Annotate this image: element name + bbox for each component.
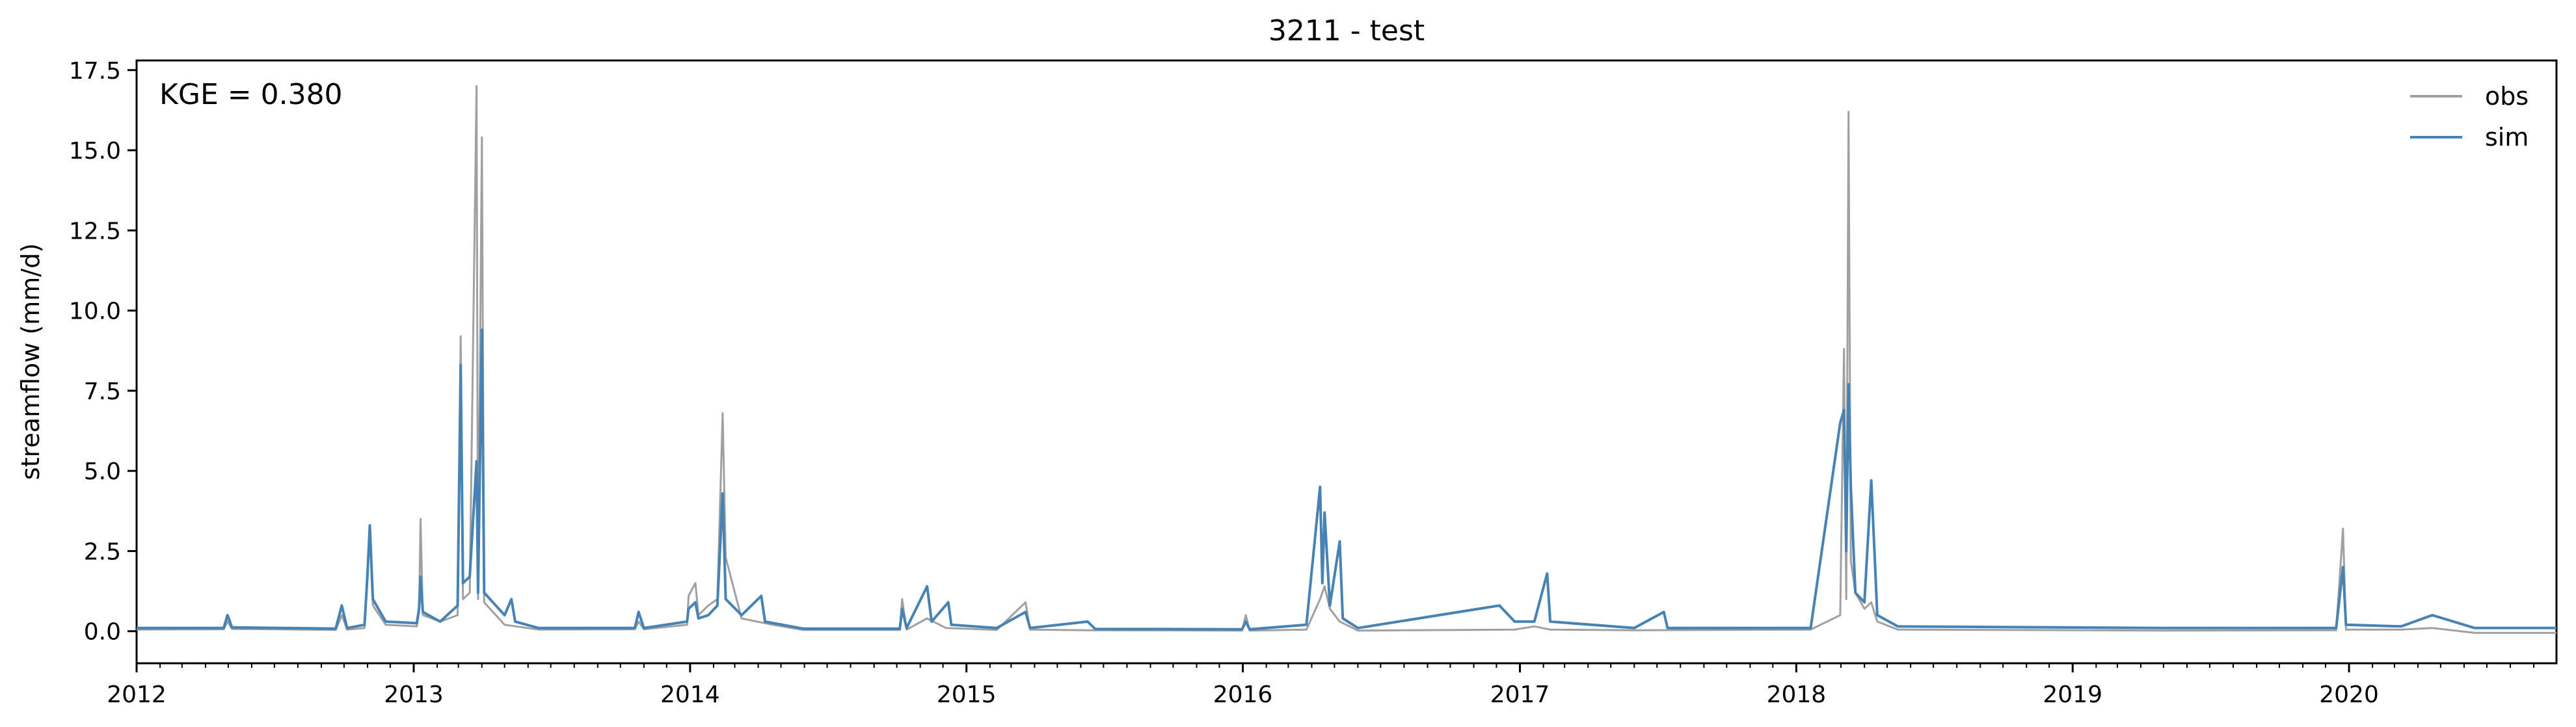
x-tick-label: 2018 xyxy=(1767,681,1827,708)
x-tick-label: 2016 xyxy=(1213,681,1273,708)
y-tick-label: 2.5 xyxy=(84,538,121,565)
x-tick-label: 2019 xyxy=(2043,681,2102,708)
chart-title: 3211 - test xyxy=(1268,14,1425,47)
y-tick-label: 17.5 xyxy=(69,58,121,85)
y-axis-ticks: 0.0 2.5 5.0 7.5 10.0 12.5 15.0 17.5 xyxy=(69,58,137,646)
plot-frame xyxy=(135,59,2558,665)
x-tick-label: 2012 xyxy=(107,681,167,708)
x-tick-label: 2020 xyxy=(2319,681,2379,708)
kge-annotation: KGE = 0.380 xyxy=(159,78,343,111)
y-tick-label: 0.0 xyxy=(84,619,121,646)
y-tick-label: 12.5 xyxy=(69,218,121,245)
series-layer xyxy=(136,85,2556,634)
plot-area xyxy=(135,59,2558,665)
y-tick-label: 10.0 xyxy=(69,298,121,325)
y-tick-label: 5.0 xyxy=(84,458,121,485)
y-axis-label: streamflow (mm/d) xyxy=(16,243,45,480)
series-line-sim xyxy=(137,328,2556,631)
y-tick-label: 7.5 xyxy=(84,378,121,405)
legend: obs sim xyxy=(2410,82,2529,152)
x-tick-label: 2014 xyxy=(660,681,720,708)
x-axis-ticks: 2012 2013 2014 2015 2016 2017 2018 2019 2020 xyxy=(107,663,2535,708)
y-tick-label: 15.0 xyxy=(69,138,121,165)
legend-obs-label: obs xyxy=(2485,82,2529,111)
x-tick-label: 2017 xyxy=(1490,681,1550,708)
x-tick-label: 2015 xyxy=(937,681,997,708)
legend-sim-label: sim xyxy=(2485,123,2529,152)
x-tick-label: 2013 xyxy=(384,681,444,708)
